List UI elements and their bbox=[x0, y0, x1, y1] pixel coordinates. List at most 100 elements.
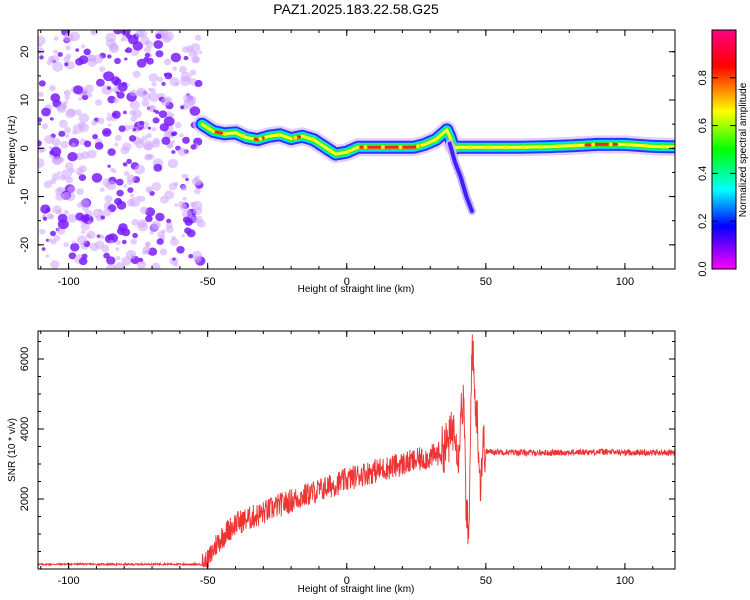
x-tick-label: 50 bbox=[480, 575, 492, 587]
noise-blob bbox=[81, 90, 87, 95]
noise-blob bbox=[76, 188, 84, 196]
noise-blob bbox=[127, 187, 134, 193]
noise-blob bbox=[189, 214, 194, 219]
noise-blob bbox=[55, 192, 65, 201]
noise-blob bbox=[193, 206, 203, 216]
x-tick-label: 100 bbox=[616, 276, 634, 288]
noise-blob bbox=[138, 195, 146, 202]
ridge-node bbox=[223, 131, 228, 136]
noise-blob bbox=[107, 164, 111, 168]
noise-blob bbox=[107, 148, 116, 156]
noise-blob bbox=[116, 227, 126, 236]
noise-blob bbox=[180, 71, 192, 82]
noise-blob bbox=[151, 81, 157, 87]
noise-blob bbox=[151, 127, 157, 132]
noise-blob bbox=[52, 61, 64, 72]
noise-blob bbox=[144, 46, 152, 54]
y-tick-label: 0 bbox=[19, 145, 31, 151]
noise-blob bbox=[183, 55, 189, 61]
noise-blob bbox=[123, 170, 130, 176]
y-tick-label: 2000 bbox=[19, 487, 31, 511]
noise-blob bbox=[50, 55, 60, 64]
noise-blob bbox=[135, 30, 145, 39]
noise-blob bbox=[194, 79, 203, 88]
noise-blob bbox=[38, 140, 42, 147]
noise-blob bbox=[50, 260, 60, 269]
noise-blob bbox=[65, 45, 71, 51]
x-tick-label: 0 bbox=[344, 575, 350, 587]
noise-blob bbox=[64, 133, 70, 138]
noise-blob bbox=[98, 209, 102, 213]
ridge-node bbox=[503, 145, 508, 150]
spectrogram-frame bbox=[37, 29, 676, 270]
noise-blob bbox=[44, 135, 55, 144]
ridge-node bbox=[240, 134, 245, 138]
noise-blob bbox=[41, 107, 51, 117]
snr-panel: -100 -50 0 50 100 2000 4000 6000 Height of stra… bbox=[7, 330, 676, 595]
noise-blob bbox=[182, 216, 190, 223]
noise-blob bbox=[169, 237, 179, 246]
noise-blob bbox=[38, 91, 44, 97]
colorbar-tick-label: 0.6 bbox=[697, 118, 709, 133]
noise-blob bbox=[113, 30, 123, 35]
noise-blob bbox=[107, 54, 112, 59]
noise-blob bbox=[161, 136, 171, 145]
noise-blob bbox=[81, 253, 88, 259]
snr-series-line bbox=[38, 334, 675, 568]
noise-blob bbox=[169, 77, 180, 87]
x-tick-label: -50 bbox=[200, 276, 216, 288]
noise-blob bbox=[148, 92, 160, 102]
noise-blob bbox=[38, 147, 44, 153]
noise-blob bbox=[51, 138, 61, 147]
noise-blob bbox=[188, 254, 194, 259]
noise-blob bbox=[141, 135, 148, 141]
ridge-node bbox=[258, 136, 263, 141]
noise-blob bbox=[143, 56, 149, 62]
noise-blob bbox=[68, 252, 77, 260]
noise-blob bbox=[139, 120, 145, 126]
colorbar-tick-label: 0.4 bbox=[697, 166, 709, 181]
ridge-node bbox=[328, 148, 333, 153]
noise-blob bbox=[116, 200, 127, 210]
ridge-node bbox=[626, 142, 631, 147]
noise-blob bbox=[129, 193, 134, 198]
ridge-node bbox=[363, 145, 368, 150]
noise-blob bbox=[132, 41, 144, 51]
ridge-node bbox=[416, 144, 420, 149]
noise-blob bbox=[80, 222, 90, 231]
noise-blob bbox=[114, 57, 121, 65]
noise-blob bbox=[181, 233, 185, 238]
noise-blob bbox=[111, 110, 121, 119]
y-tick-label: 10 bbox=[19, 94, 31, 106]
noise-blob bbox=[90, 30, 96, 35]
noise-blob bbox=[189, 106, 201, 116]
noise-blob bbox=[123, 184, 128, 188]
noise-blob bbox=[191, 55, 200, 64]
noise-blob bbox=[167, 158, 179, 169]
noise-blob bbox=[63, 242, 69, 248]
noise-blob bbox=[99, 187, 105, 192]
ridge-node bbox=[310, 137, 315, 142]
noise-blob bbox=[57, 171, 61, 175]
noise-blob bbox=[153, 163, 163, 172]
noise-blob bbox=[38, 117, 43, 123]
noise-blob bbox=[198, 50, 203, 55]
noise-blob bbox=[121, 239, 127, 245]
noise-blob bbox=[80, 44, 86, 49]
noise-blob bbox=[78, 113, 90, 123]
noise-blob bbox=[124, 57, 128, 61]
noise-blob bbox=[172, 66, 178, 71]
noise-blob bbox=[109, 239, 114, 244]
colorbar-tick-label: 0.8 bbox=[697, 70, 709, 85]
noise-blob bbox=[132, 109, 142, 119]
noise-blob bbox=[174, 203, 179, 207]
noise-blob bbox=[144, 52, 151, 58]
noise-blob bbox=[177, 147, 187, 157]
noise-blob bbox=[145, 242, 151, 248]
noise-blob bbox=[145, 186, 153, 193]
noise-blob bbox=[67, 185, 76, 194]
x-tick-label: -100 bbox=[58, 575, 80, 587]
noise-blob bbox=[106, 86, 111, 90]
noise-blob bbox=[106, 263, 117, 269]
